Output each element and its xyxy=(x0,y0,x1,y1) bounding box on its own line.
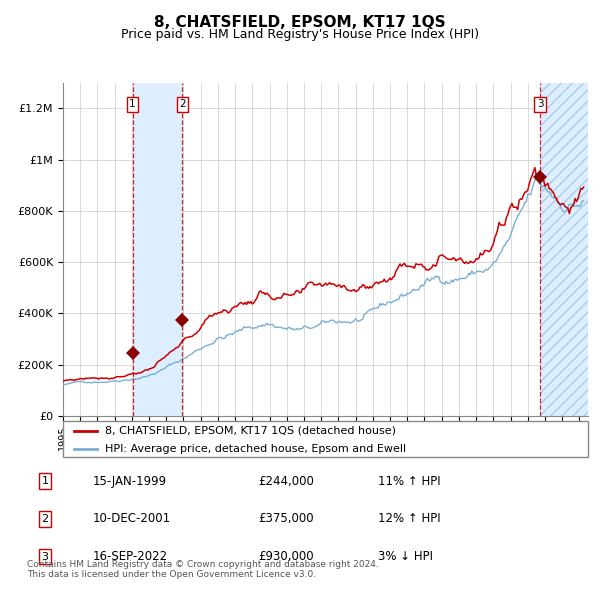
Text: 3% ↓ HPI: 3% ↓ HPI xyxy=(378,550,433,563)
Text: 15-JAN-1999: 15-JAN-1999 xyxy=(93,474,167,488)
Text: 3: 3 xyxy=(536,99,543,109)
Text: 8, CHATSFIELD, EPSOM, KT17 1QS: 8, CHATSFIELD, EPSOM, KT17 1QS xyxy=(154,15,446,30)
Text: 3: 3 xyxy=(41,552,49,562)
Text: 1: 1 xyxy=(41,476,49,486)
Text: 8, CHATSFIELD, EPSOM, KT17 1QS (detached house): 8, CHATSFIELD, EPSOM, KT17 1QS (detached… xyxy=(105,425,396,435)
Text: Price paid vs. HM Land Registry's House Price Index (HPI): Price paid vs. HM Land Registry's House … xyxy=(121,28,479,41)
Text: £375,000: £375,000 xyxy=(258,512,314,526)
Bar xyxy=(540,83,588,416)
Text: 10-DEC-2001: 10-DEC-2001 xyxy=(93,512,171,526)
Text: Contains HM Land Registry data © Crown copyright and database right 2024.
This d: Contains HM Land Registry data © Crown c… xyxy=(27,560,379,579)
Text: 12% ↑ HPI: 12% ↑ HPI xyxy=(378,512,440,526)
Bar xyxy=(133,83,182,416)
Text: HPI: Average price, detached house, Epsom and Ewell: HPI: Average price, detached house, Epso… xyxy=(105,444,406,454)
Text: 16-SEP-2022: 16-SEP-2022 xyxy=(93,550,168,563)
Text: 11% ↑ HPI: 11% ↑ HPI xyxy=(378,474,440,488)
Text: 2: 2 xyxy=(41,514,49,524)
Text: £244,000: £244,000 xyxy=(258,474,314,488)
Text: 2: 2 xyxy=(179,99,186,109)
Text: £930,000: £930,000 xyxy=(258,550,314,563)
Text: 1: 1 xyxy=(129,99,136,109)
Bar xyxy=(540,83,588,416)
